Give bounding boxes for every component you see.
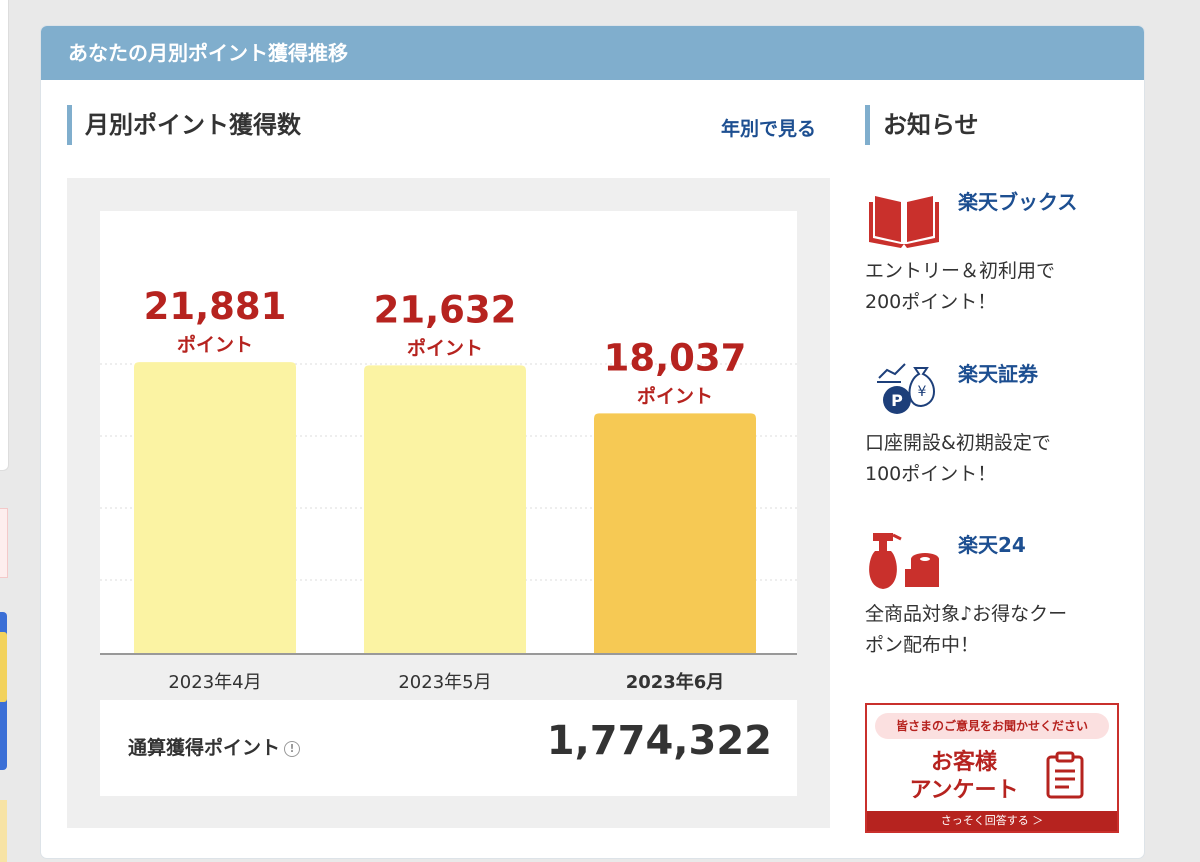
news-title: お知らせ xyxy=(865,105,979,145)
svg-text:P: P xyxy=(891,391,903,410)
news-link-securities[interactable]: 楽天証券 xyxy=(958,362,1038,386)
panel-title: あなたの月別ポイント獲得推移 xyxy=(41,26,1144,80)
news-desc-books: エントリー＆初利用で 200ポイント！ xyxy=(865,256,1125,318)
news-desc-rakuten24-text: 全商品対象♪お得なクー ポン配布中！ xyxy=(865,603,1068,656)
background-banner-edge xyxy=(0,800,7,862)
chart-unit-label: ポイント xyxy=(407,336,483,359)
chart-bar xyxy=(364,365,526,654)
monthly-points-panel: あなたの月別ポイント獲得推移 月別ポイント獲得数 年別で見る お知らせ 21,8… xyxy=(41,26,1144,858)
total-points-value: 1,774,322 xyxy=(546,718,772,764)
chart-x-axis: 2023年4月 2023年5月 2023年6月 xyxy=(67,656,830,700)
yearly-view-link[interactable]: 年別で見る xyxy=(721,118,817,140)
chart-x-tick-label: 2023年5月 xyxy=(398,672,492,693)
household-goods-icon xyxy=(869,533,939,589)
info-circle-icon[interactable]: ! xyxy=(284,741,301,757)
securities-icon: ¥ P xyxy=(877,363,935,414)
book-icon xyxy=(869,196,939,248)
survey-pill: 皆さまのご意見をお聞かせください xyxy=(875,713,1109,739)
news-desc-securities: 口座開設&初期設定で 100ポイント！ xyxy=(865,428,1125,490)
chart-bar xyxy=(594,413,756,654)
news-desc-securities-text: 口座開設&初期設定で 100ポイント！ xyxy=(865,432,1051,485)
survey-banner[interactable]: 皆さまのご意見をお聞かせください お客様 アンケート さっそく回答する ＞ xyxy=(865,703,1119,833)
chart-bar xyxy=(134,362,296,654)
svg-text:¥: ¥ xyxy=(918,384,927,400)
survey-cta[interactable]: さっそく回答する ＞ xyxy=(867,811,1117,831)
clipboard-icon xyxy=(1046,751,1084,799)
survey-title-line1: お客様 xyxy=(930,750,997,775)
total-points-label: 通算獲得ポイント! xyxy=(128,733,301,760)
points-bar-chart: 21,881 ポイント 21,632 ポイント 18,037 ポイント xyxy=(100,285,797,655)
chart-x-tick-label: 2023年6月 xyxy=(625,672,725,693)
background-window-edge xyxy=(0,0,9,471)
chart-data-label: 21,881 xyxy=(144,285,287,328)
total-points-label-text: 通算獲得ポイント xyxy=(128,737,281,759)
monthly-points-title: 月別ポイント獲得数 xyxy=(67,105,301,145)
news-link-rakuten24[interactable]: 楽天24 xyxy=(958,533,1026,557)
background-banner-edge xyxy=(0,508,8,578)
news-link-books[interactable]: 楽天ブックス xyxy=(958,190,1078,214)
chart-unit-label: ポイント xyxy=(177,333,253,356)
chart-x-tick-label: 2023年4月 xyxy=(168,672,262,693)
total-points-box: 通算獲得ポイント! 1,774,322 xyxy=(100,700,797,796)
points-chart: 21,881 ポイント 21,632 ポイント 18,037 ポイント xyxy=(100,211,797,655)
background-banner-edge xyxy=(0,612,7,770)
news-desc-rakuten24: 全商品対象♪お得なクー ポン配布中！ xyxy=(865,599,1125,661)
chart-data-label: 21,632 xyxy=(374,288,517,331)
survey-title-line2: アンケート xyxy=(909,778,1019,803)
chart-data-label: 18,037 xyxy=(604,336,747,379)
points-chart-container: 21,881 ポイント 21,632 ポイント 18,037 ポイント 2023年4月 20… xyxy=(67,178,830,828)
chart-unit-label: ポイント xyxy=(637,384,713,407)
news-desc-books-text: エントリー＆初利用で 200ポイント！ xyxy=(865,260,1056,313)
survey-title: お客様 アンケート xyxy=(889,749,1039,805)
